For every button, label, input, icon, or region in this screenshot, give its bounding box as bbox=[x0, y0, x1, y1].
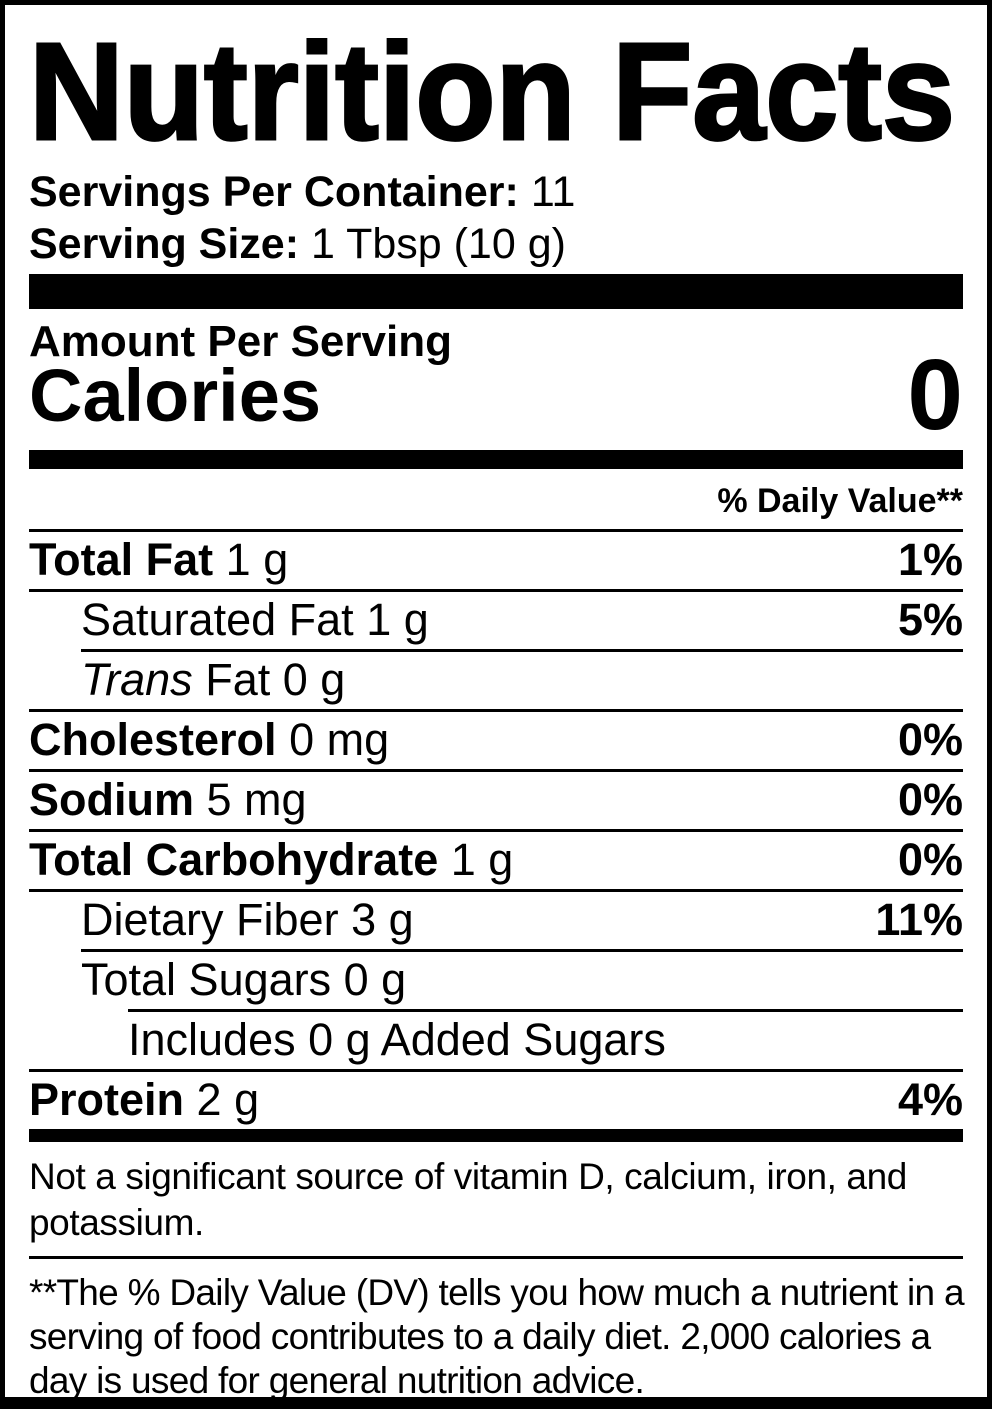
nutrient-amount: 0 g bbox=[343, 954, 407, 1005]
nutrient-dv: 11% bbox=[875, 894, 963, 945]
serving-size-value: 1 Tbsp (10 g) bbox=[310, 220, 566, 268]
nutrient-row-dietary-fiber: Dietary Fiber 3 g 11% bbox=[29, 892, 963, 949]
divider bbox=[29, 889, 963, 892]
nutrient-row-cholesterol: Cholesterol 0 mg 0% bbox=[29, 712, 963, 769]
nutrient-row-total-carbohydrate: Total Carbohydrate 1 g 0% bbox=[29, 832, 963, 889]
nutrient-row-protein: Protein 2 g 4% bbox=[29, 1072, 963, 1129]
nutrient-name-amount: Includes 0 g Added Sugars bbox=[128, 1016, 666, 1064]
nutrient-name: Dietary Fiber bbox=[81, 894, 339, 945]
calories-label: Calories bbox=[29, 354, 322, 437]
thick-divider-calories bbox=[29, 450, 963, 469]
thick-divider-top bbox=[29, 274, 963, 309]
daily-value-footnote: **The % Daily Value (DV) tells you how m… bbox=[29, 1259, 965, 1401]
nutrient-amount: 1 g bbox=[450, 834, 514, 885]
nutrient-amount: 3 g bbox=[351, 894, 414, 945]
servings-per-container-value: 11 bbox=[530, 168, 576, 216]
note-line: Not a significant source of vitamin D, c… bbox=[29, 1156, 907, 1197]
divider bbox=[29, 769, 963, 772]
nutrient-name-amount: Trans Fat 0 g bbox=[81, 656, 345, 704]
nutrient-name: Cholesterol bbox=[29, 714, 277, 765]
nutrient-name: Total Carbohydrate bbox=[29, 834, 439, 885]
nutrient-amount: 1 g bbox=[366, 594, 429, 645]
servings-per-container-label: Servings Per Container: bbox=[29, 168, 519, 216]
divider bbox=[29, 1069, 963, 1072]
nutrient-name-amount: Total Sugars 0 g bbox=[81, 956, 406, 1004]
nutrient-dv: 0% bbox=[897, 834, 963, 885]
nutrient-amount: 0 g bbox=[282, 654, 346, 705]
note-line: potassium. bbox=[29, 1202, 204, 1243]
daily-value-header: % Daily Value** bbox=[717, 482, 963, 520]
nutrient-name-amount: Saturated Fat 1 g bbox=[81, 596, 429, 644]
nutrient-row-total-fat: Total Fat 1 g 1% bbox=[29, 532, 963, 589]
footnote-line: day is used for general nutrition advice… bbox=[29, 1360, 645, 1401]
nutrient-dv: 0% bbox=[897, 714, 963, 765]
calories-row: Calories 0 bbox=[29, 339, 963, 451]
divider bbox=[81, 649, 963, 652]
divider bbox=[81, 949, 963, 952]
nutrient-name-italic: Trans bbox=[81, 654, 193, 705]
nutrient-row-sodium: Sodium 5 mg 0% bbox=[29, 772, 963, 829]
label-title-wrap: Nutrition Facts bbox=[29, 38, 963, 150]
nutrient-name: Protein bbox=[29, 1074, 185, 1125]
nutrient-amount: 2 g bbox=[196, 1074, 260, 1125]
divider bbox=[29, 529, 963, 532]
serving-size-label: Serving Size: bbox=[29, 220, 300, 268]
nutrient-row-total-sugars: Total Sugars 0 g bbox=[29, 952, 963, 1009]
nutrient-name-amount: Cholesterol 0 mg bbox=[29, 716, 389, 764]
divider bbox=[128, 1009, 963, 1012]
thick-divider-bottom bbox=[29, 1129, 963, 1142]
nutrient-name-amount: Total Fat 1 g bbox=[29, 536, 288, 584]
not-significant-note: Not a significant source of vitamin D, c… bbox=[29, 1142, 963, 1256]
divider bbox=[29, 709, 963, 712]
nutrient-name: Total Fat bbox=[29, 534, 214, 585]
nutrient-name: Fat bbox=[205, 654, 271, 705]
calories-value: 0 bbox=[907, 339, 963, 451]
nutrient-amount: 5 mg bbox=[206, 774, 307, 825]
serving-size-line: Serving Size: 1 Tbsp (10 g) bbox=[29, 218, 963, 270]
nutrient-dv: 5% bbox=[897, 594, 963, 645]
nutrient-amount: 0 mg bbox=[289, 714, 390, 765]
divider bbox=[29, 589, 963, 592]
divider bbox=[29, 829, 963, 832]
nutrient-name: Total Sugars bbox=[81, 954, 332, 1005]
footnote-line: **The % Daily Value (DV) tells you how m… bbox=[29, 1272, 965, 1313]
footnote-line: serving of food contributes to a daily d… bbox=[29, 1316, 931, 1357]
nutrient-name-amount: Total Carbohydrate 1 g bbox=[29, 836, 513, 884]
divider bbox=[29, 1256, 963, 1259]
nutrient-name: Saturated Fat bbox=[81, 594, 354, 645]
nutrient-name: Sodium bbox=[29, 774, 194, 825]
nutrient-dv: 4% bbox=[897, 1074, 963, 1125]
servings-per-container-line: Servings Per Container: 11 bbox=[29, 166, 963, 218]
nutrient-row-saturated-fat: Saturated Fat 1 g 5% bbox=[29, 592, 963, 649]
nutrient-name-amount: Protein 2 g bbox=[29, 1076, 259, 1124]
label-title: Nutrition Facts bbox=[29, 38, 955, 150]
amount-per-serving-heading: Amount Per Serving bbox=[29, 317, 452, 366]
nutrient-row-trans-fat: Trans Fat 0 g bbox=[29, 652, 963, 709]
nutrient-dv: 1% bbox=[897, 534, 963, 585]
nutrient-amount: 1 g bbox=[225, 534, 289, 585]
nutrient-dv: 0% bbox=[897, 774, 963, 825]
nutrient-row-added-sugars: Includes 0 g Added Sugars bbox=[29, 1012, 963, 1069]
nutrient-name: Includes 0 g Added Sugars bbox=[128, 1014, 666, 1065]
nutrient-name-amount: Dietary Fiber 3 g bbox=[81, 896, 414, 944]
nutrient-name-amount: Sodium 5 mg bbox=[29, 776, 307, 824]
serving-info: Servings Per Container: 11 Serving Size:… bbox=[29, 166, 963, 270]
